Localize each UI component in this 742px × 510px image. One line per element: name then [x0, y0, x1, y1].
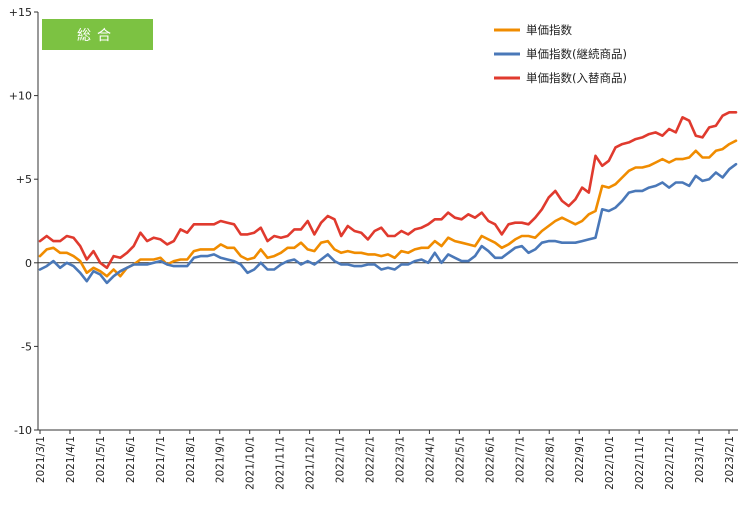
x-tick-label: 2021/10/1	[245, 436, 257, 490]
legend-label-1: 単価指数	[526, 23, 572, 37]
x-tick-label: 2021/6/1	[125, 436, 137, 483]
chart-badge: 総合	[42, 19, 153, 50]
x-tick-label: 2022/5/1	[454, 436, 466, 483]
x-tick-label: 2022/2/1	[365, 436, 377, 483]
x-tick-label: 2021/12/1	[305, 436, 317, 490]
x-tick-label: 2022/3/1	[394, 436, 406, 483]
series-line-1	[38, 139, 738, 278]
x-tick-label: 2022/10/1	[604, 436, 616, 490]
x-tick-label: 2021/4/1	[65, 436, 77, 483]
x-tick-label: 2021/11/1	[275, 436, 287, 490]
x-tick-label: 2022/11/1	[634, 436, 646, 490]
x-tick-label: 2021/9/1	[215, 436, 227, 483]
x-tick-label: 2021/8/1	[185, 436, 197, 483]
x-tick-label: 2022/1/1	[335, 436, 347, 483]
y-tick-label: +10	[9, 90, 32, 103]
x-tick-label: 2023/1/1	[694, 436, 706, 483]
badge-label: 総合	[77, 28, 117, 44]
x-tick-label: 2022/8/1	[544, 436, 556, 483]
badge-background	[42, 19, 153, 50]
y-tick-label: -10	[14, 424, 32, 437]
x-tick-label: 2022/4/1	[424, 436, 436, 483]
legend-label-3: 単価指数(入替商品)	[526, 71, 627, 85]
x-tick-label: 2022/9/1	[574, 436, 586, 483]
x-tick-label: 2022/12/1	[664, 436, 676, 490]
x-tick-label: 2021/3/1	[35, 436, 47, 483]
x-tick-label: 2021/7/1	[155, 436, 167, 483]
legend-label-2: 単価指数(継続商品)	[526, 47, 627, 61]
series-layer	[38, 111, 738, 285]
y-tick-label: 0	[25, 257, 32, 270]
x-tick-label: 2021/5/1	[95, 436, 107, 483]
y-tick-label: -5	[21, 340, 32, 353]
x-tick-label: 2022/6/1	[484, 436, 496, 483]
y-tick-label: +5	[16, 173, 32, 186]
series-line-3	[38, 111, 738, 270]
x-tick-label: 2022/7/1	[514, 436, 526, 483]
y-tick-label: +15	[9, 6, 32, 19]
series-line-2	[38, 162, 738, 285]
x-tick-label: 2023/2/1	[724, 436, 736, 483]
